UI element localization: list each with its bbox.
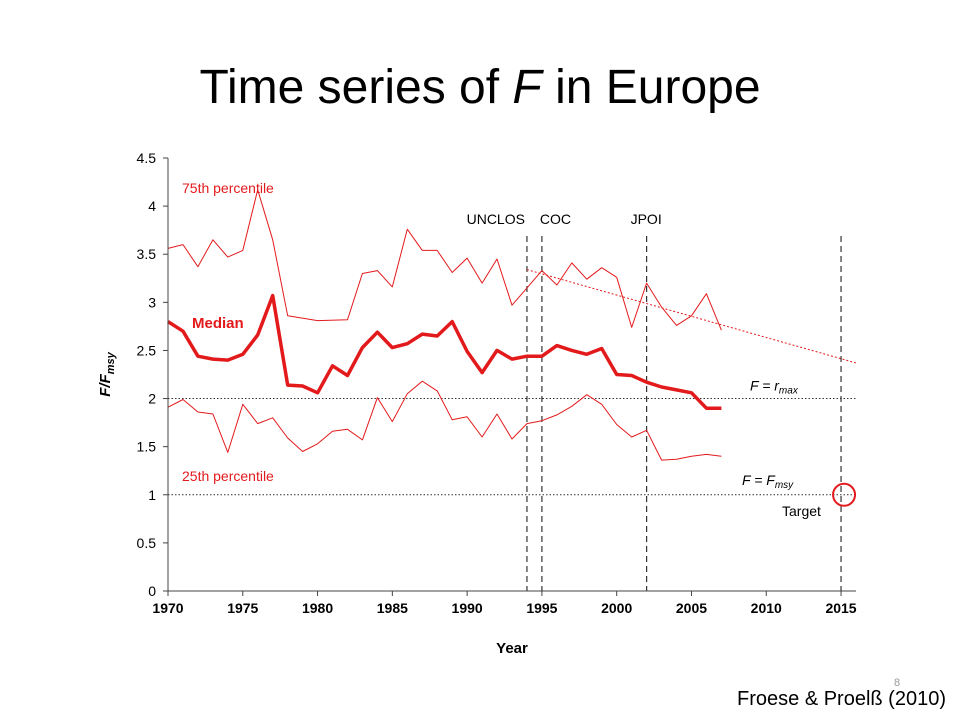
x-tick-label: 1970 (152, 600, 183, 616)
y-tick-label: 3 (148, 294, 156, 310)
reference-lines (168, 398, 856, 496)
trend-line (526, 269, 857, 364)
annotations: F = rmax F = Fmsy UNCLOS COC JPOI Year F/Fmsy 7… (97, 180, 821, 657)
label-median: Median (192, 315, 244, 332)
x-tick-label: 2015 (825, 600, 856, 616)
reference-label: F = Fmsy (742, 472, 794, 491)
event-label: JPOI (631, 211, 662, 227)
x-tick-label: 2005 (676, 600, 707, 616)
x-tick-label: 1995 (526, 600, 557, 616)
x-tick-label: 1975 (227, 600, 258, 616)
y-tick-label: 2.5 (137, 342, 157, 358)
event-label: COC (540, 211, 571, 227)
target-marker (832, 482, 857, 507)
title-prefix: Time series of (199, 61, 513, 114)
reference-label: F = rmax (750, 378, 799, 397)
series-line-75th-percentile (167, 189, 722, 331)
slide-title: Time series of F in Europe (0, 60, 960, 115)
y-tick-label: 4 (148, 198, 156, 214)
title-variable: F (512, 61, 542, 114)
citation: Froese & Proelß (2010) (737, 688, 946, 710)
label-25th-percentile: 25th percentile (182, 468, 274, 484)
y-axis-label: F/Fmsy (97, 351, 117, 396)
y-tick-label: 1 (148, 487, 156, 503)
series-line-median (167, 293, 722, 410)
x-tick-label: 1990 (452, 600, 483, 616)
x-tick-label: 2010 (751, 600, 782, 616)
page-number: 8 (894, 677, 901, 689)
x-tick-label: 2000 (601, 600, 632, 616)
x-tick-label: 1985 (377, 600, 408, 616)
y-tick-label: 2 (148, 391, 156, 407)
y-tick-label: 3.5 (137, 246, 157, 262)
y-tick-label: 4.5 (137, 150, 157, 166)
label-target: Target (782, 503, 821, 519)
axes (163, 157, 856, 596)
y-tick-label: 0.5 (137, 535, 157, 551)
y-tick-label: 1.5 (137, 439, 157, 455)
tick-labels: 0 0.5 1 1.5 2 2.5 3 3.5 4 4.5 1970 1975 1980 1985 1990… (137, 150, 857, 616)
title-suffix: in Europe (541, 61, 761, 114)
event-label: UNCLOS (467, 211, 525, 227)
label-75th-percentile: 75th percentile (182, 180, 274, 196)
y-tick-label: 0 (148, 583, 156, 599)
x-axis-label: Year (496, 640, 528, 657)
x-tick-label: 1980 (302, 600, 333, 616)
series-line-25th-percentile (167, 380, 722, 461)
series-lines (167, 189, 857, 507)
event-lines (526, 236, 842, 591)
